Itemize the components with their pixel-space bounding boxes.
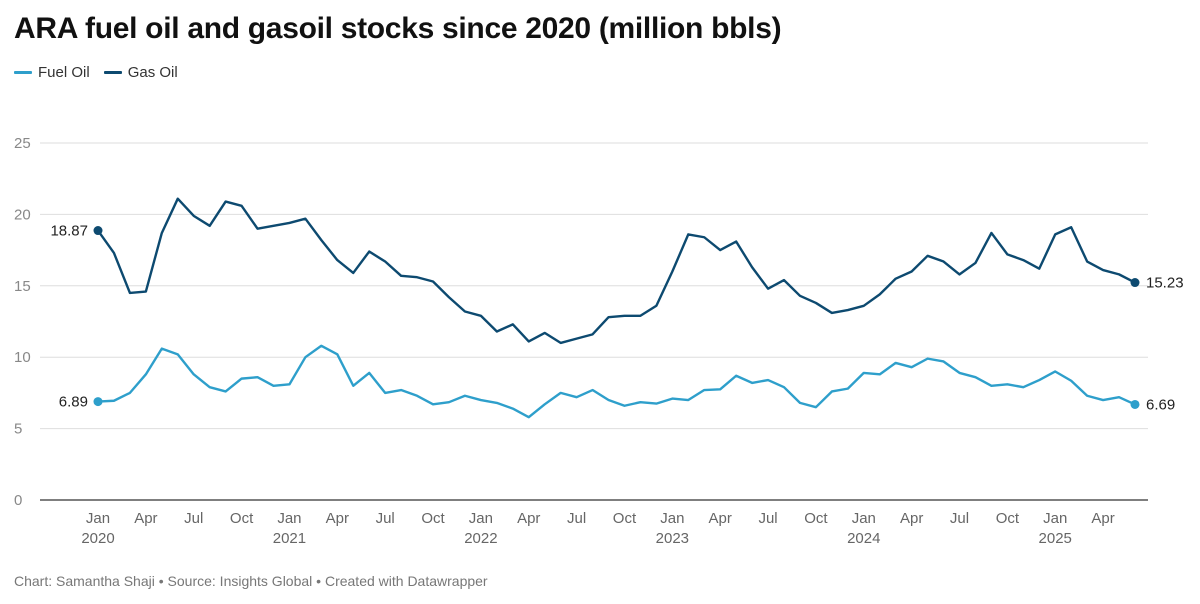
y-tick-label: 0 bbox=[14, 492, 22, 509]
x-tick-label: Jan bbox=[852, 510, 876, 527]
x-tick-label: Apr bbox=[134, 510, 157, 527]
y-tick-label: 15 bbox=[14, 278, 31, 295]
x-tick-label: Jan bbox=[660, 510, 684, 527]
x-tick-year-label: 2024 bbox=[847, 530, 880, 547]
start-point-fuel-oil bbox=[93, 397, 103, 407]
legend-swatch-fuel-oil bbox=[14, 71, 32, 74]
x-tick-label: Apr bbox=[900, 510, 923, 527]
x-tick-year-label: 2020 bbox=[81, 530, 114, 547]
legend-label-fuel-oil: Fuel Oil bbox=[38, 64, 90, 81]
x-tick-label: Oct bbox=[804, 510, 828, 527]
x-tick-label: Jan bbox=[1043, 510, 1067, 527]
x-tick-label: Apr bbox=[326, 510, 349, 527]
x-tick-label: Oct bbox=[230, 510, 254, 527]
chart-title: ARA fuel oil and gasoil stocks since 202… bbox=[14, 12, 782, 45]
x-tick-label: Jul bbox=[950, 510, 969, 527]
legend-label-gas-oil: Gas Oil bbox=[127, 64, 178, 81]
start-value-label-fuel-oil: 6.89 bbox=[59, 394, 88, 411]
x-tick-label: Oct bbox=[421, 510, 445, 527]
x-tick-year-label: 2021 bbox=[273, 530, 306, 547]
x-tick-label: Jan bbox=[277, 510, 301, 527]
y-tick-label: 5 bbox=[14, 421, 22, 438]
y-tick-label: 20 bbox=[14, 206, 31, 223]
x-tick-label: Jul bbox=[376, 510, 395, 527]
x-tick-label: Jul bbox=[184, 510, 203, 527]
x-tick-year-label: 2023 bbox=[656, 530, 689, 547]
start-value-label-gas-oil: 18.87 bbox=[50, 223, 88, 240]
y-tick-label: 10 bbox=[14, 349, 31, 366]
legend: Fuel Oil Gas Oil bbox=[14, 64, 178, 81]
start-point-gas-oil bbox=[93, 226, 103, 236]
x-tick-label: Jan bbox=[86, 510, 110, 527]
x-tick-label: Oct bbox=[613, 510, 637, 527]
legend-swatch-gas-oil bbox=[103, 71, 122, 74]
y-tick-label: 25 bbox=[14, 135, 31, 152]
legend-item-gas-oil: Gas Oil bbox=[103, 64, 178, 81]
x-tick-label: Apr bbox=[709, 510, 732, 527]
x-tick-label: Apr bbox=[517, 510, 540, 527]
x-tick-label: Oct bbox=[996, 510, 1020, 527]
series-line-gas-oil bbox=[96, 197, 1137, 345]
x-tick-label: Jul bbox=[758, 510, 777, 527]
x-tick-label: Jan bbox=[469, 510, 493, 527]
end-point-fuel-oil bbox=[1130, 399, 1140, 409]
x-tick-label: Jul bbox=[567, 510, 586, 527]
x-tick-year-label: 2022 bbox=[464, 530, 497, 547]
x-tick-year-label: 2025 bbox=[1039, 530, 1072, 547]
chart-footer: Chart: Samantha Shaji • Source: Insights… bbox=[14, 573, 488, 589]
x-tick-label: Apr bbox=[1091, 510, 1114, 527]
series-line-fuel-oil bbox=[96, 344, 1137, 419]
legend-item-fuel-oil: Fuel Oil bbox=[14, 64, 90, 81]
end-value-label-gas-oil: 15.23 bbox=[1146, 275, 1184, 292]
end-value-label-fuel-oil: 6.69 bbox=[1146, 396, 1175, 413]
end-point-gas-oil bbox=[1130, 278, 1140, 288]
